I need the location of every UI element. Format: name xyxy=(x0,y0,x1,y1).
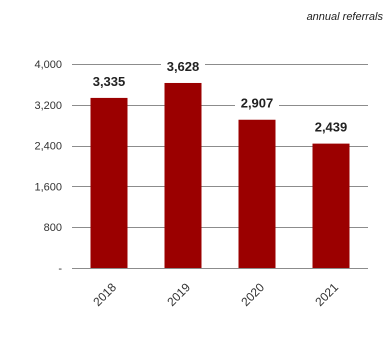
data-label-background xyxy=(309,120,353,136)
data-labels: 3,335 3,628 2,907 2,439 xyxy=(87,59,353,136)
data-label: 3,335 xyxy=(93,74,126,89)
x-axis-labels: 2018 2019 2020 2021 xyxy=(90,280,341,309)
bar xyxy=(238,119,276,268)
data-label: 3,628 xyxy=(167,59,200,74)
y-axis-ticks: - 800 1,600 2,400 3,200 4,000 xyxy=(34,59,62,275)
y-tick-label: 4,000 xyxy=(34,59,62,71)
y-tick-label: 2,400 xyxy=(34,141,62,153)
x-tick-label: 2019 xyxy=(164,280,193,309)
bar xyxy=(164,82,202,268)
data-label: 2,439 xyxy=(315,120,348,135)
data-label-background xyxy=(161,59,205,75)
y-tick-label: 3,200 xyxy=(34,100,62,112)
bars xyxy=(90,82,350,268)
data-label-background xyxy=(87,74,131,90)
bar xyxy=(90,97,128,268)
y-tick-label: 1,600 xyxy=(34,181,62,193)
data-label: 2,907 xyxy=(241,96,274,111)
bar xyxy=(312,143,350,268)
y-tick-label: - xyxy=(58,263,62,275)
x-tick-label: 2018 xyxy=(90,280,119,309)
data-label-background xyxy=(235,96,279,112)
x-tick-label: 2020 xyxy=(238,280,267,309)
x-tick-label: 2021 xyxy=(312,280,341,309)
chart-subtitle: annual referrals xyxy=(307,11,383,23)
y-tick-label: 800 xyxy=(44,222,62,234)
